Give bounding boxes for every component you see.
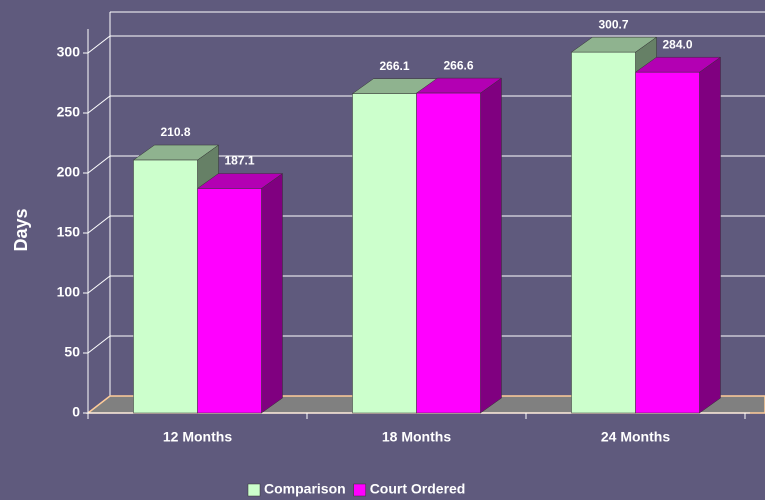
bar — [634, 56, 722, 414]
x-tick-label: 24 Months — [601, 429, 670, 445]
value-label: 210.8 — [160, 125, 190, 139]
value-label: 300.7 — [598, 17, 628, 31]
grid-line — [87, 35, 765, 54]
y-tick-label: 250 — [57, 104, 81, 120]
y-tick-label: 50 — [64, 344, 80, 360]
x-tick-label: 12 Months — [163, 429, 232, 445]
bar-face — [635, 71, 700, 414]
bar-face — [133, 159, 198, 414]
y-tick-label: 0 — [72, 404, 80, 420]
bar-face — [571, 51, 636, 414]
x-tick-label: 18 Months — [382, 429, 451, 445]
bar-face — [352, 93, 417, 414]
grid-line — [87, 155, 765, 174]
bar — [196, 172, 284, 414]
grid-line — [87, 275, 765, 294]
y-axis-label: Days — [11, 208, 31, 251]
legend-label: Court Ordered — [370, 481, 466, 497]
y-tick-label: 300 — [57, 44, 81, 60]
y-tick-label: 150 — [57, 224, 81, 240]
grid-line — [87, 335, 765, 354]
value-label: 266.6 — [443, 58, 473, 72]
bar-face — [197, 188, 262, 414]
bar-face — [480, 77, 502, 414]
grid-line — [87, 215, 765, 234]
legend-swatch — [247, 483, 261, 497]
bar-face — [699, 56, 721, 414]
bar — [415, 77, 503, 414]
value-label: 266.1 — [379, 59, 409, 73]
value-label: 284.0 — [662, 37, 692, 51]
grid-line — [87, 95, 765, 114]
bar-face — [261, 172, 283, 414]
y-tick-label: 200 — [57, 164, 81, 180]
bar-face — [416, 92, 481, 414]
value-label: 187.1 — [224, 154, 254, 168]
legend-label: Comparison — [264, 481, 346, 497]
y-tick-label: 100 — [57, 284, 81, 300]
legend-swatch — [353, 483, 366, 497]
